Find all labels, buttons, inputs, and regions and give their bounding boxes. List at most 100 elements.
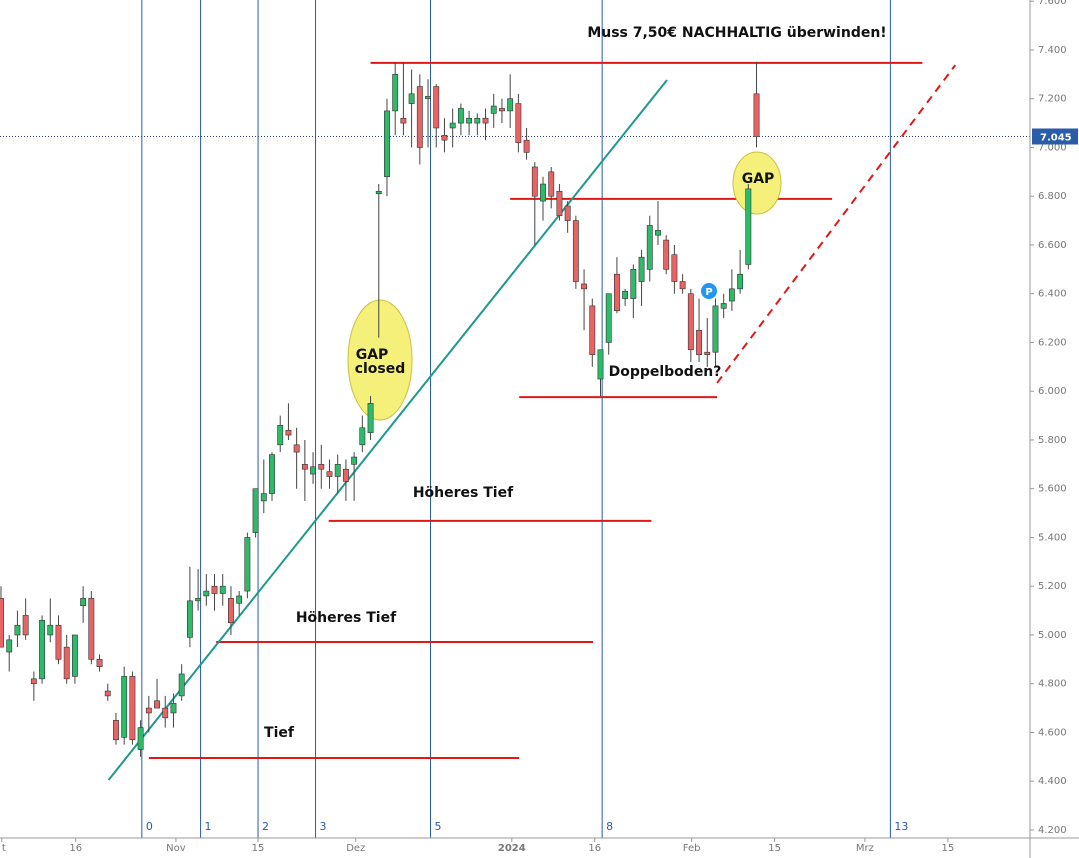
y-tick-label: 5.800 <box>1038 435 1067 446</box>
candle-body <box>145 707 152 714</box>
candle-body <box>482 117 489 124</box>
y-tick-label: 5.600 <box>1038 484 1067 495</box>
time-zone-label: 0 <box>146 820 153 833</box>
annotation: GAP <box>742 171 775 187</box>
y-tick-label: 5.000 <box>1038 630 1067 641</box>
time-zone-label: 13 <box>894 820 908 833</box>
candle-body <box>55 624 62 660</box>
y-tick-label: 6.800 <box>1038 191 1067 202</box>
candle-body <box>252 488 259 533</box>
x-tick-label: 16 <box>69 843 82 854</box>
x-tick-label: Feb <box>683 843 701 854</box>
annotation: GAP <box>356 347 389 363</box>
candle-body <box>219 585 226 594</box>
y-tick-label: 5.200 <box>1038 581 1067 592</box>
candle-body <box>655 230 661 236</box>
p-marker <box>701 283 717 299</box>
time-zone-label: 3 <box>320 820 327 833</box>
overlays: 0 1 2 3 5 8 13 <box>0 0 1030 838</box>
candle-body <box>564 205 571 221</box>
candle-body <box>39 620 45 680</box>
x-tick-label: Nov <box>166 843 186 854</box>
candle-body <box>671 254 678 282</box>
candle-body <box>605 293 612 343</box>
annotation: Höheres Tief <box>413 485 514 501</box>
candle-body <box>318 464 325 470</box>
y-tick-label: 6.000 <box>1038 386 1067 397</box>
candle-body <box>367 403 374 433</box>
candle-body <box>408 93 415 104</box>
candle-body <box>186 600 193 638</box>
candle-body <box>334 464 341 477</box>
candle-body <box>728 288 735 302</box>
candle-body <box>6 639 13 653</box>
candle-body <box>293 444 300 453</box>
price-label: 7.045 <box>1040 132 1072 143</box>
candle-body <box>392 74 399 112</box>
candle-body <box>63 646 70 680</box>
candle-body <box>490 105 497 114</box>
candle-body <box>113 719 119 741</box>
candle-body <box>540 183 546 202</box>
x-tick-label: Mrz <box>856 843 874 854</box>
candle-body <box>178 673 185 697</box>
annotation: Doppelboden? <box>609 364 722 380</box>
x-tick-label: t <box>2 843 6 854</box>
candle-body <box>499 108 505 112</box>
candle-body <box>310 466 316 475</box>
candle-body <box>507 98 514 112</box>
candle-body <box>384 110 390 178</box>
candle-body <box>260 493 267 502</box>
candle-body <box>474 117 481 124</box>
candle-body <box>466 117 473 124</box>
candle-body <box>433 86 440 129</box>
gap-ellipse <box>347 299 413 421</box>
candle-body <box>96 659 103 667</box>
candle-body <box>359 427 366 446</box>
candle-body <box>47 624 54 636</box>
candle-body <box>236 595 243 604</box>
candle-body <box>646 225 653 270</box>
y-tick-label: 6.600 <box>1038 240 1067 251</box>
candle-body <box>228 598 234 624</box>
y-tick-label: 6.200 <box>1038 337 1067 348</box>
p-marker-label: P <box>705 287 712 298</box>
candle-body <box>679 281 686 290</box>
trendline <box>107 79 668 781</box>
candle-body <box>523 139 530 153</box>
y-tick-label: 7.200 <box>1038 94 1067 105</box>
candle-body <box>375 191 382 195</box>
time-zone-label: 5 <box>435 820 442 833</box>
candle-body <box>704 351 711 355</box>
candles <box>0 62 760 757</box>
x-tick-label: 2024 <box>498 843 526 854</box>
gap-ellipse <box>732 151 782 215</box>
candle-body <box>457 108 464 124</box>
candle-body <box>745 188 752 265</box>
candle-body <box>556 191 563 217</box>
candle-body <box>572 220 579 282</box>
candle-body <box>696 329 702 355</box>
candle-body <box>589 305 596 355</box>
candle-body <box>449 122 456 129</box>
candle-body <box>30 678 37 685</box>
candle-body <box>342 468 349 482</box>
candle-body <box>687 293 694 351</box>
candle-body <box>88 598 95 660</box>
candle-body <box>14 624 21 636</box>
candle-body <box>351 456 358 465</box>
candle-body <box>129 676 136 741</box>
candle-body <box>80 598 87 607</box>
dashed-trendline <box>716 64 957 384</box>
candle-body <box>515 103 522 143</box>
price-box <box>1032 128 1078 145</box>
y-tick-label: 7.600 <box>1038 0 1067 7</box>
candle-body <box>441 134 448 141</box>
candle-body <box>630 269 637 299</box>
x-tick-label: 15 <box>768 843 781 854</box>
candle-body <box>170 702 177 714</box>
candle-body <box>581 283 588 290</box>
candle-body <box>104 690 111 697</box>
y-tick-label: 7.000 <box>1038 142 1067 153</box>
candle-body <box>548 171 555 197</box>
